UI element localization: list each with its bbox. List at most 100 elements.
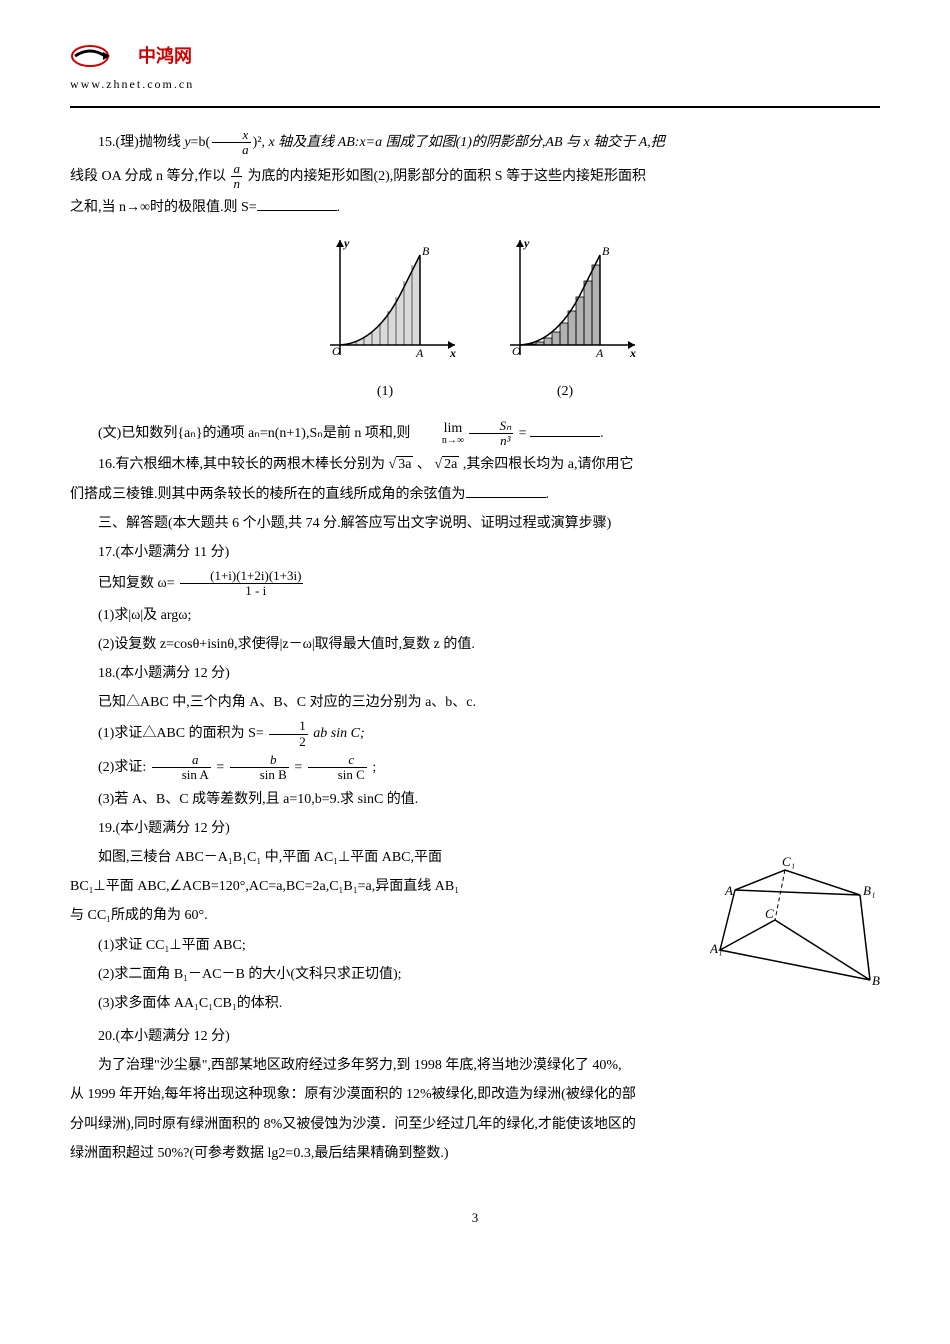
- q15-eqpost: )²,: [253, 135, 265, 150]
- q18p1-pre: (1)求证△ABC 的面积为 S=: [98, 726, 264, 741]
- q15w-pre: (文)已知数列{aₙ}的通项 aₙ=n(n+1),Sₙ是前 n 项和,则: [98, 426, 410, 441]
- q20-l4: 绿洲面积超过 50%?(可参考数据 lg2=0.3,最后结果精确到整数.): [70, 1141, 880, 1166]
- q15w-eq: =: [519, 426, 530, 441]
- label-a: A: [724, 883, 733, 898]
- q16-l2: 们搭成三棱锥.则其中两条较长的棱所在的直线所成角的余弦值为: [70, 487, 466, 502]
- prism-figure-icon: A₁ B₁ C₁ A B C: [710, 850, 880, 1000]
- label-b1: B₁: [863, 883, 875, 898]
- limit-symbol: limn→∞: [414, 422, 464, 446]
- q18-p3: (3)若 A、B、C 成等差数列,且 a=10,b=9.求 sinC 的值.: [70, 787, 880, 812]
- logo-icon: [70, 41, 130, 71]
- label-b: B: [872, 973, 880, 988]
- svg-text:O: O: [512, 344, 521, 358]
- sqrt-body: 2a: [442, 456, 459, 472]
- label-a1: A₁: [710, 941, 722, 956]
- fig2-label: (2): [490, 379, 640, 404]
- q15-pre: 15.(理)抛物线: [98, 135, 184, 150]
- frac-num: (1+i)(1+2i)(1+3i): [180, 569, 303, 584]
- q15-eqb: =b(: [191, 135, 211, 150]
- lim-top: lim: [414, 422, 464, 436]
- figure-2: O y x A B (2): [490, 235, 640, 403]
- frac-num: b: [230, 753, 289, 768]
- logo-row: 中鸿网: [70, 40, 880, 72]
- frac-den: n³: [469, 434, 513, 448]
- parabola-rects-icon: O y x A B: [490, 235, 640, 365]
- frac-num: a: [152, 753, 211, 768]
- q20-l1: 为了治理"沙尘暴",西部某地区政府经过多年努力,到 1998 年底,将当地沙漠绿…: [70, 1053, 880, 1078]
- frac-num: 1: [269, 719, 308, 734]
- sine-frac-c: csin C: [306, 753, 369, 783]
- frac-num: c: [308, 753, 367, 768]
- sine-frac-b: bsin B: [228, 753, 291, 783]
- frac-den: 1 - i: [180, 584, 303, 598]
- q15-l2pre: 线段 OA 分成 n 等分,作以: [70, 169, 226, 184]
- q15-line1: 15.(理)抛物线 y=b(xa)², x 轴及直线 AB:x=a 围成了如图(…: [70, 128, 880, 158]
- q18-title: 18.(本小题满分 12 分): [70, 661, 880, 686]
- site-url: www.zhnet.com.cn: [70, 74, 880, 96]
- frac-num: x: [212, 128, 251, 143]
- q16-line2: 们搭成三棱锥.则其中两条较长的棱所在的直线所成角的余弦值为.: [70, 482, 880, 507]
- q15-frac1: xa: [210, 128, 253, 158]
- header-divider: [70, 106, 880, 108]
- q18p2-post: ;: [372, 760, 376, 775]
- svg-text:x: x: [629, 346, 636, 360]
- brand-name: 中鸿网: [138, 40, 192, 72]
- q15-figures: O y x A B (1): [70, 235, 880, 403]
- q17-p2: (2)设复数 z=cosθ+isinθ,求使得|z－ω|取得最大值时,复数 z …: [70, 632, 880, 657]
- half-frac: 12: [267, 719, 310, 749]
- sine-frac-a: asin A: [150, 753, 213, 783]
- svg-text:B: B: [422, 244, 430, 258]
- q15-l2post: 为底的内接矩形如图(2),阴影部分的面积 S 等于这些内接矩形面积: [247, 169, 646, 184]
- omega-frac: (1+i)(1+2i)(1+3i)1 - i: [178, 569, 305, 599]
- frac-den: sin C: [308, 768, 367, 782]
- page-header: 中鸿网 www.zhnet.com.cn: [70, 40, 880, 96]
- q15-line3: 之和,当 n→∞时的极限值.则 S=.: [70, 195, 880, 220]
- q16-line1: 16.有六根细木棒,其中较长的两根木棒长分别为 √3a 、 √2a ,其余四根长…: [70, 452, 880, 477]
- q20-title: 20.(本小题满分 12 分): [70, 1024, 880, 1049]
- svg-text:y: y: [342, 236, 350, 250]
- eq-sign: =: [216, 760, 227, 775]
- blank-fill: [530, 422, 600, 437]
- sqrt-sym: √: [434, 457, 442, 472]
- q15-frac2: an: [229, 162, 244, 192]
- q15-mid: x 轴及直线 AB:x=a 围成了如图(1)的阴影部分,AB 与 x 轴交于 A…: [268, 135, 664, 150]
- frac-num: a: [231, 162, 242, 177]
- svg-text:O: O: [332, 344, 341, 358]
- eq-sign: =: [294, 760, 305, 775]
- q16-pre: 16.有六根细木棒,其中较长的两根木棒长分别为: [98, 457, 385, 472]
- svg-text:x: x: [449, 346, 456, 360]
- fig1-label: (1): [310, 379, 460, 404]
- label-c: C: [765, 906, 774, 921]
- svg-text:B: B: [602, 244, 610, 258]
- frac-den: n: [231, 177, 242, 191]
- sqrt-body: 3a: [396, 456, 413, 472]
- q19-title: 19.(本小题满分 12 分): [70, 816, 880, 841]
- blank-fill: [466, 483, 546, 498]
- page-number: 3: [70, 1206, 880, 1229]
- q16-post: ,其余四根长均为 a,请你用它: [463, 457, 634, 472]
- q18-p1: (1)求证△ABC 的面积为 S= 12 ab sin C;: [70, 719, 880, 749]
- q15-l3text: 之和,当 n→∞时的极限值.则 S=: [70, 200, 257, 215]
- blank-fill: [257, 196, 337, 211]
- frac-den: sin B: [230, 768, 289, 782]
- parabola-shaded-icon: O y x A B: [310, 235, 460, 365]
- q20-l3: 分叫绿洲),同时原有绿洲面积的 8%又被侵蚀为沙漠．问至少经过几年的绿化,才能使…: [70, 1112, 880, 1137]
- q17-title: 17.(本小题满分 11 分): [70, 540, 880, 565]
- section3-heading: 三、解答题(本大题共 6 个小题,共 74 分.解答应写出文字说明、证明过程或演…: [70, 511, 880, 536]
- q18-p2: (2)求证: asin A = bsin B = csin C ;: [70, 753, 880, 783]
- q17-p1: (1)求|ω|及 argω;: [70, 603, 880, 628]
- lim-bot: n→∞: [414, 436, 464, 446]
- frac-den: a: [212, 143, 251, 157]
- q18p2-pre: (2)求证:: [98, 760, 146, 775]
- svg-text:A: A: [595, 346, 604, 360]
- q17-omega: 已知复数 ω= (1+i)(1+2i)(1+3i)1 - i: [70, 569, 880, 599]
- lim-frac: Sₙn³: [467, 419, 515, 449]
- figure-1: O y x A B (1): [310, 235, 460, 403]
- sep: 、: [417, 457, 431, 472]
- q17-pre: 已知复数 ω=: [98, 576, 175, 591]
- q18p1-post: ab sin C;: [313, 726, 364, 741]
- q15-wen: (文)已知数列{aₙ}的通项 aₙ=n(n+1),Sₙ是前 n 项和,则 lim…: [70, 419, 880, 449]
- frac-den: sin A: [152, 768, 211, 782]
- q20-l2: 从 1999 年开始,每年将出现这种现象：原有沙漠面积的 12%被绿化,即改造为…: [70, 1082, 880, 1107]
- label-c1: C₁: [782, 854, 795, 869]
